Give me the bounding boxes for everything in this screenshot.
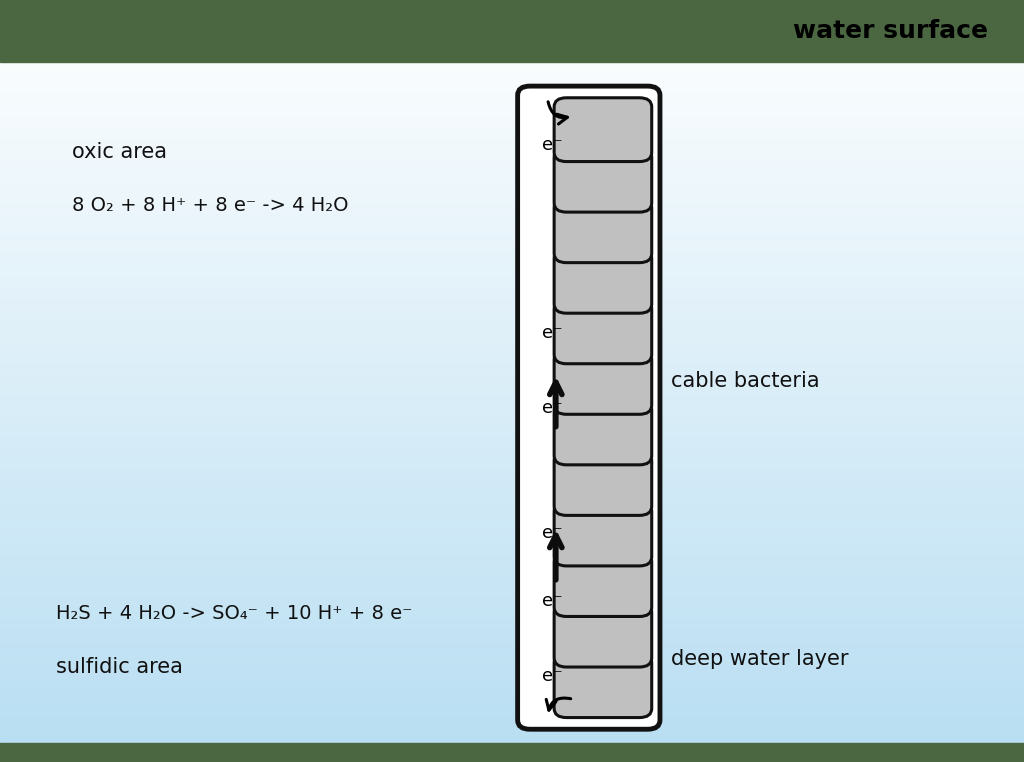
Text: e⁻: e⁻ <box>542 592 562 610</box>
Text: H₂S + 4 H₂O -> SO₄⁻ + 10 H⁺ + 8 e⁻: H₂S + 4 H₂O -> SO₄⁻ + 10 H⁺ + 8 e⁻ <box>56 604 413 623</box>
FancyBboxPatch shape <box>554 149 651 212</box>
FancyBboxPatch shape <box>554 300 651 363</box>
Bar <box>0 743 1024 762</box>
FancyBboxPatch shape <box>554 98 651 162</box>
Text: 8 O₂ + 8 H⁺ + 8 e⁻ -> 4 H₂O: 8 O₂ + 8 H⁺ + 8 e⁻ -> 4 H₂O <box>72 197 348 215</box>
FancyBboxPatch shape <box>554 604 651 667</box>
Text: cable bacteria: cable bacteria <box>671 371 819 391</box>
Text: e⁻: e⁻ <box>542 399 562 417</box>
Bar <box>0 0 1024 62</box>
Text: sulfidic area: sulfidic area <box>56 657 183 677</box>
Text: oxic area: oxic area <box>72 142 167 162</box>
Text: e⁻: e⁻ <box>542 523 562 542</box>
Text: deep water layer: deep water layer <box>671 649 848 669</box>
Text: e⁻: e⁻ <box>542 324 562 341</box>
Text: water surface: water surface <box>794 19 988 43</box>
FancyBboxPatch shape <box>554 351 651 415</box>
FancyBboxPatch shape <box>554 401 651 465</box>
Text: e⁻: e⁻ <box>542 136 562 154</box>
FancyBboxPatch shape <box>517 86 659 729</box>
FancyBboxPatch shape <box>554 502 651 566</box>
FancyBboxPatch shape <box>554 552 651 616</box>
Text: e⁻: e⁻ <box>542 668 562 685</box>
FancyBboxPatch shape <box>554 452 651 515</box>
FancyBboxPatch shape <box>554 249 651 313</box>
FancyBboxPatch shape <box>554 654 651 718</box>
FancyBboxPatch shape <box>554 199 651 263</box>
